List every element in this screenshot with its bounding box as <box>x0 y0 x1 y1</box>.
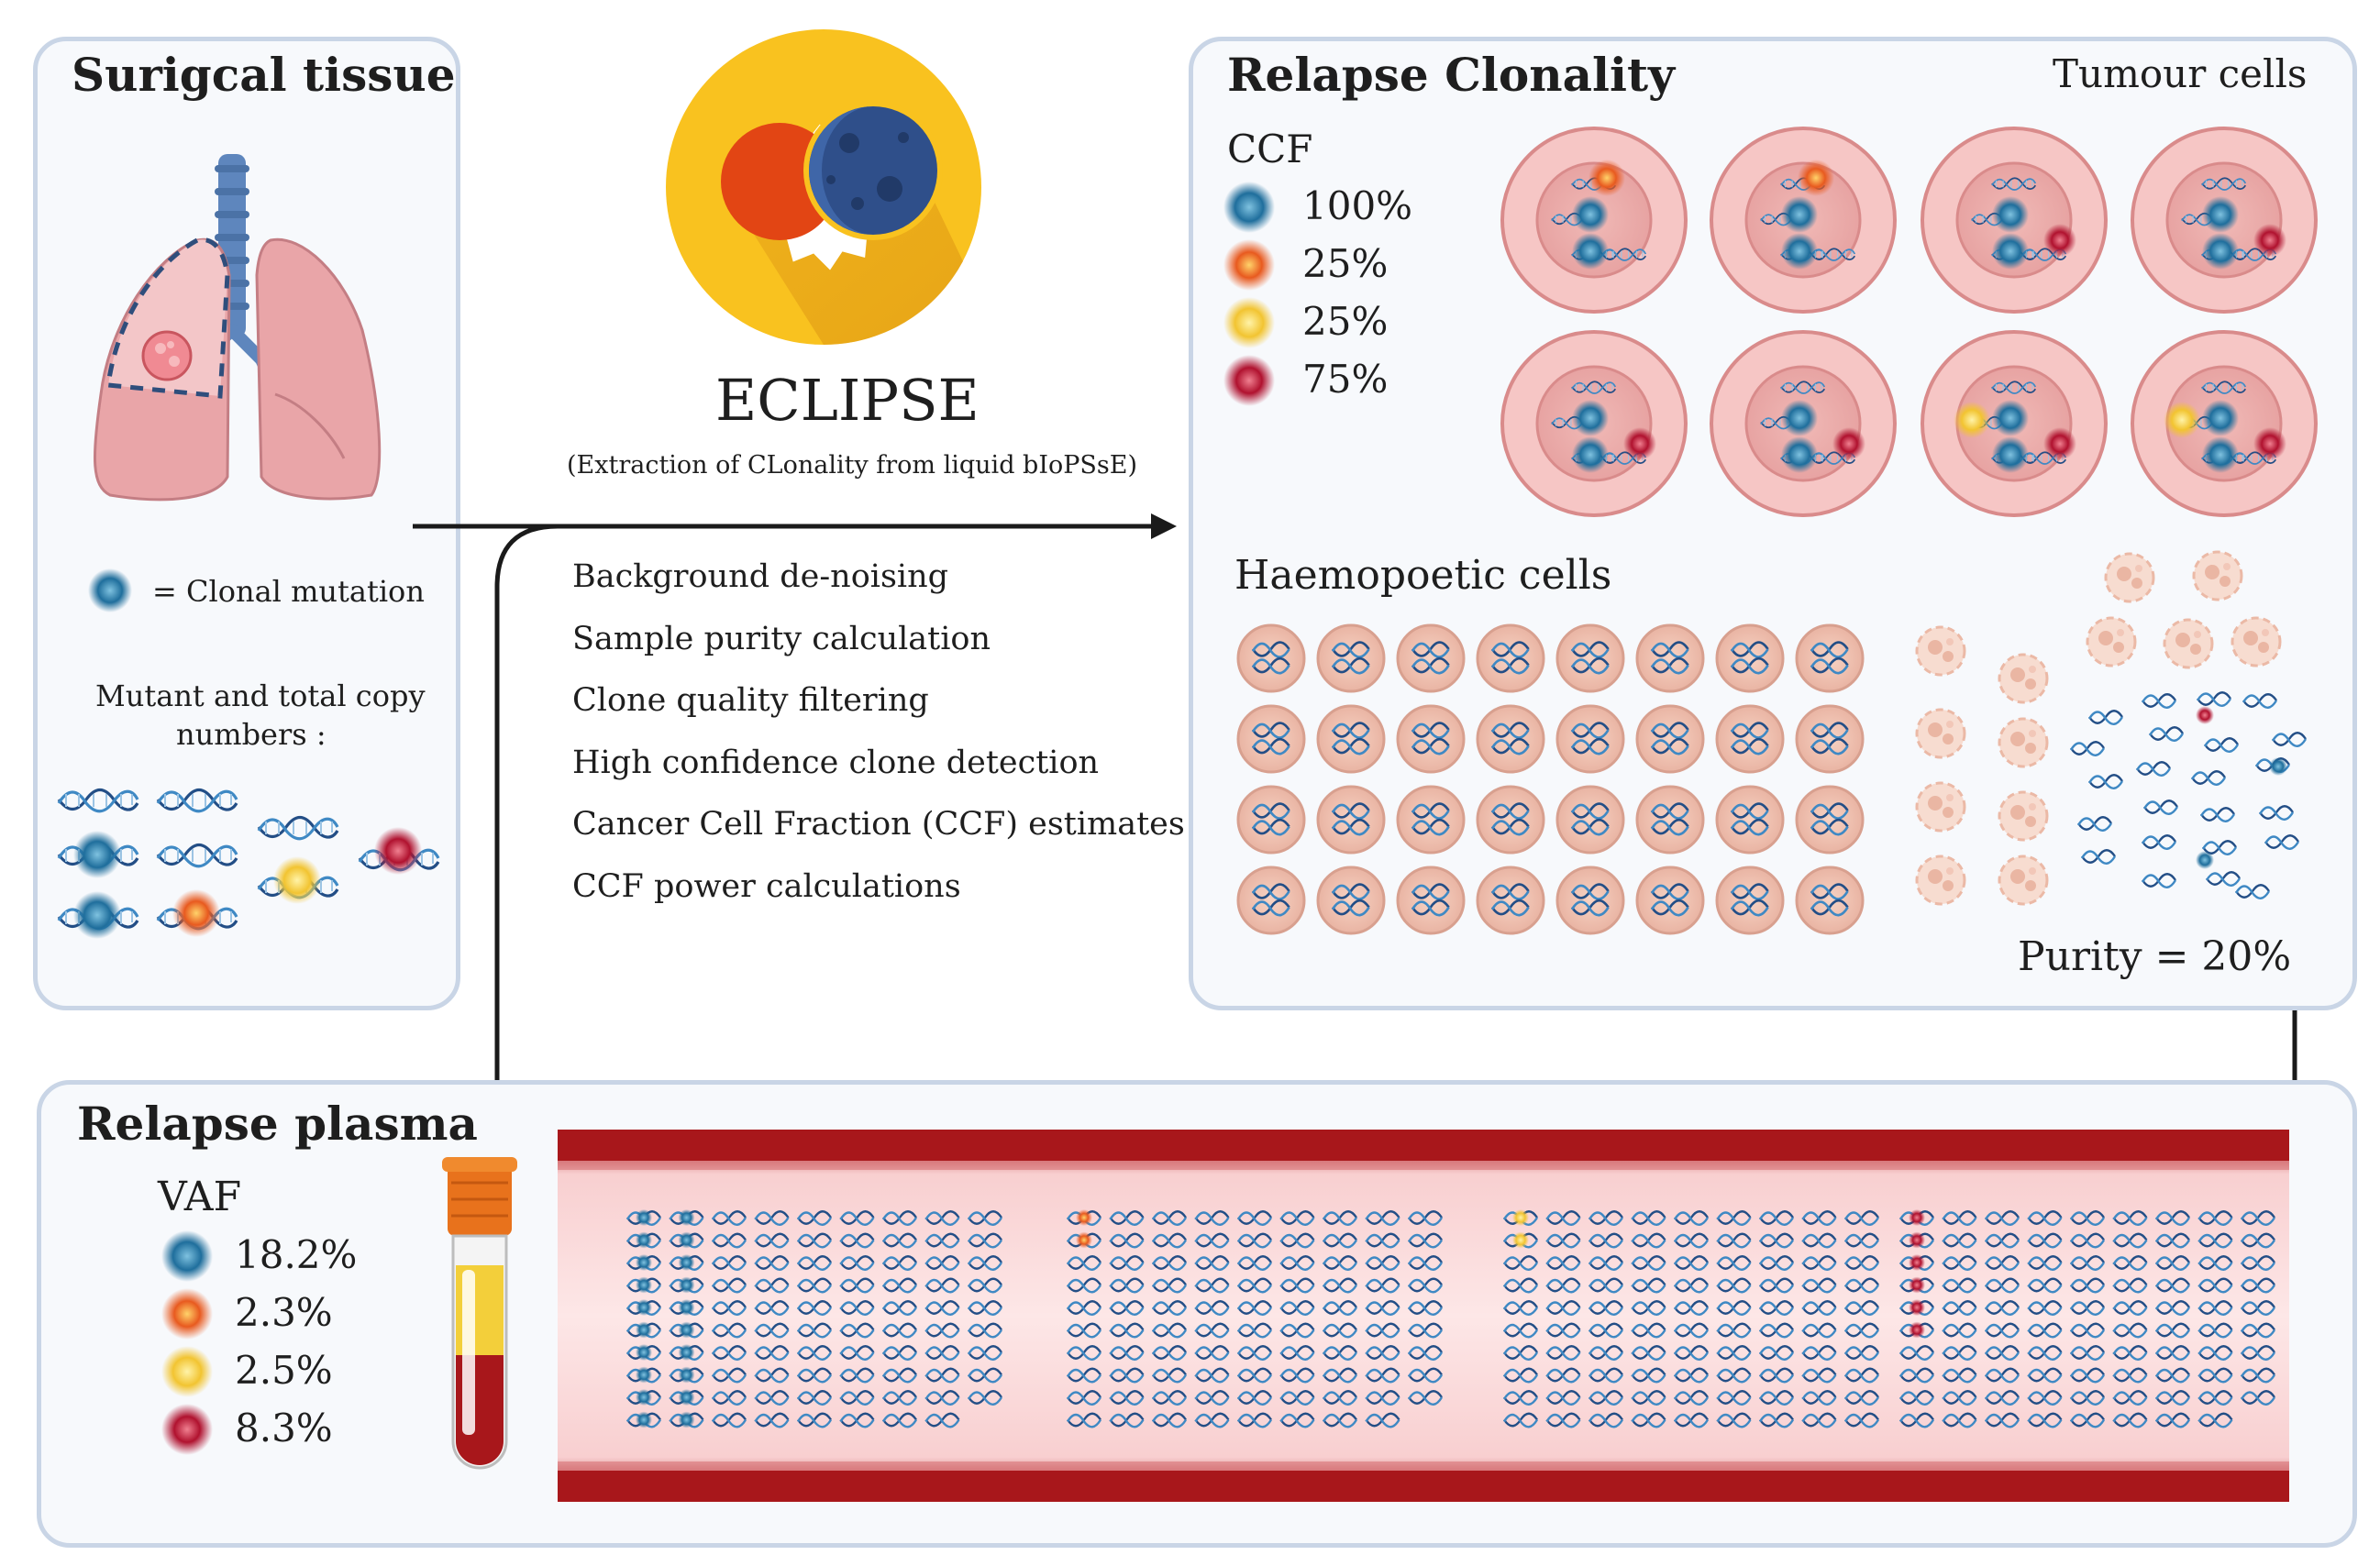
tumour-cells-label: Tumour cells <box>2053 51 2308 96</box>
eclipse-steps: Background de-noising Sample purity calc… <box>572 546 1185 918</box>
step-item: Clone quality filtering <box>572 682 929 719</box>
eclipse-subtitle: (Extraction of CLonality from liquid bIo… <box>567 451 1138 480</box>
step-item: CCF power calculations <box>572 867 961 905</box>
copy-number-label-line2: numbers : <box>176 717 327 752</box>
copy-number-label-line1: Mutant and total copy <box>95 678 426 713</box>
eclipse-name: ECLIPSE <box>715 367 980 434</box>
relapse-plasma-title: Relapse plasma <box>77 1097 478 1151</box>
step-item: Cancer Cell Fraction (CCF) estimates <box>572 806 1185 843</box>
purity-label: Purity = 20% <box>2018 933 2292 980</box>
clonal-mutation-label: = Clonal mutation <box>152 574 425 609</box>
step-item: High confidence clone detection <box>572 744 1100 781</box>
step-item: Sample purity calculation <box>572 620 991 657</box>
surgical-tissue-title: Surigcal tissue <box>72 48 456 102</box>
surgical-tissue-panel <box>33 37 460 1010</box>
relapse-clonality-title: Relapse Clonality <box>1227 48 1676 102</box>
ccf-title: CCF <box>1227 127 1313 171</box>
vaf-title: VAF <box>158 1174 242 1220</box>
haemopoetic-title: Haemopoetic cells <box>1234 552 1612 599</box>
step-item: Background de-noising <box>572 558 949 595</box>
